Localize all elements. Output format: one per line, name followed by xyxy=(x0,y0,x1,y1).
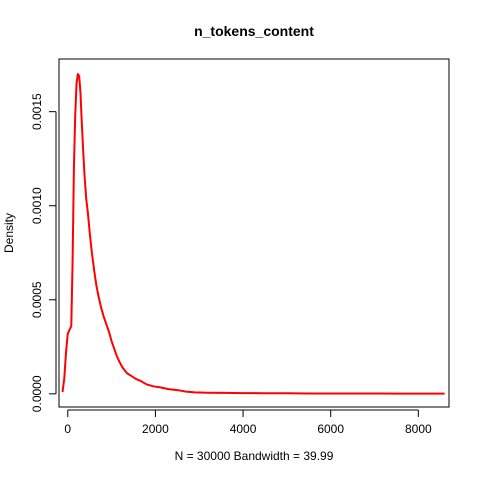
x-tick-label: 8000 xyxy=(405,422,432,436)
density-curve xyxy=(61,73,445,395)
x-axis-label: N = 30000 Bandwidth = 39.99 xyxy=(175,449,334,463)
y-axis-label: Density xyxy=(2,213,16,253)
chart-title: n_tokens_content xyxy=(194,23,314,39)
x-tick-label: 2000 xyxy=(142,422,169,436)
x-tick-label: 6000 xyxy=(317,422,344,436)
plot-frame xyxy=(58,58,450,408)
y-tick-label: 0.0010 xyxy=(30,187,44,224)
y-tick-label: 0.0005 xyxy=(30,281,44,318)
y-axis: 0.0000 0.0005 0.0010 0.0015 xyxy=(30,93,57,412)
x-axis: 0 2000 4000 6000 8000 xyxy=(64,409,432,436)
y-tick-label: 0.0015 xyxy=(30,93,44,130)
x-tick-label: 0 xyxy=(64,422,71,436)
x-tick-label: 4000 xyxy=(230,422,257,436)
y-tick-label: 0.0000 xyxy=(30,375,44,412)
